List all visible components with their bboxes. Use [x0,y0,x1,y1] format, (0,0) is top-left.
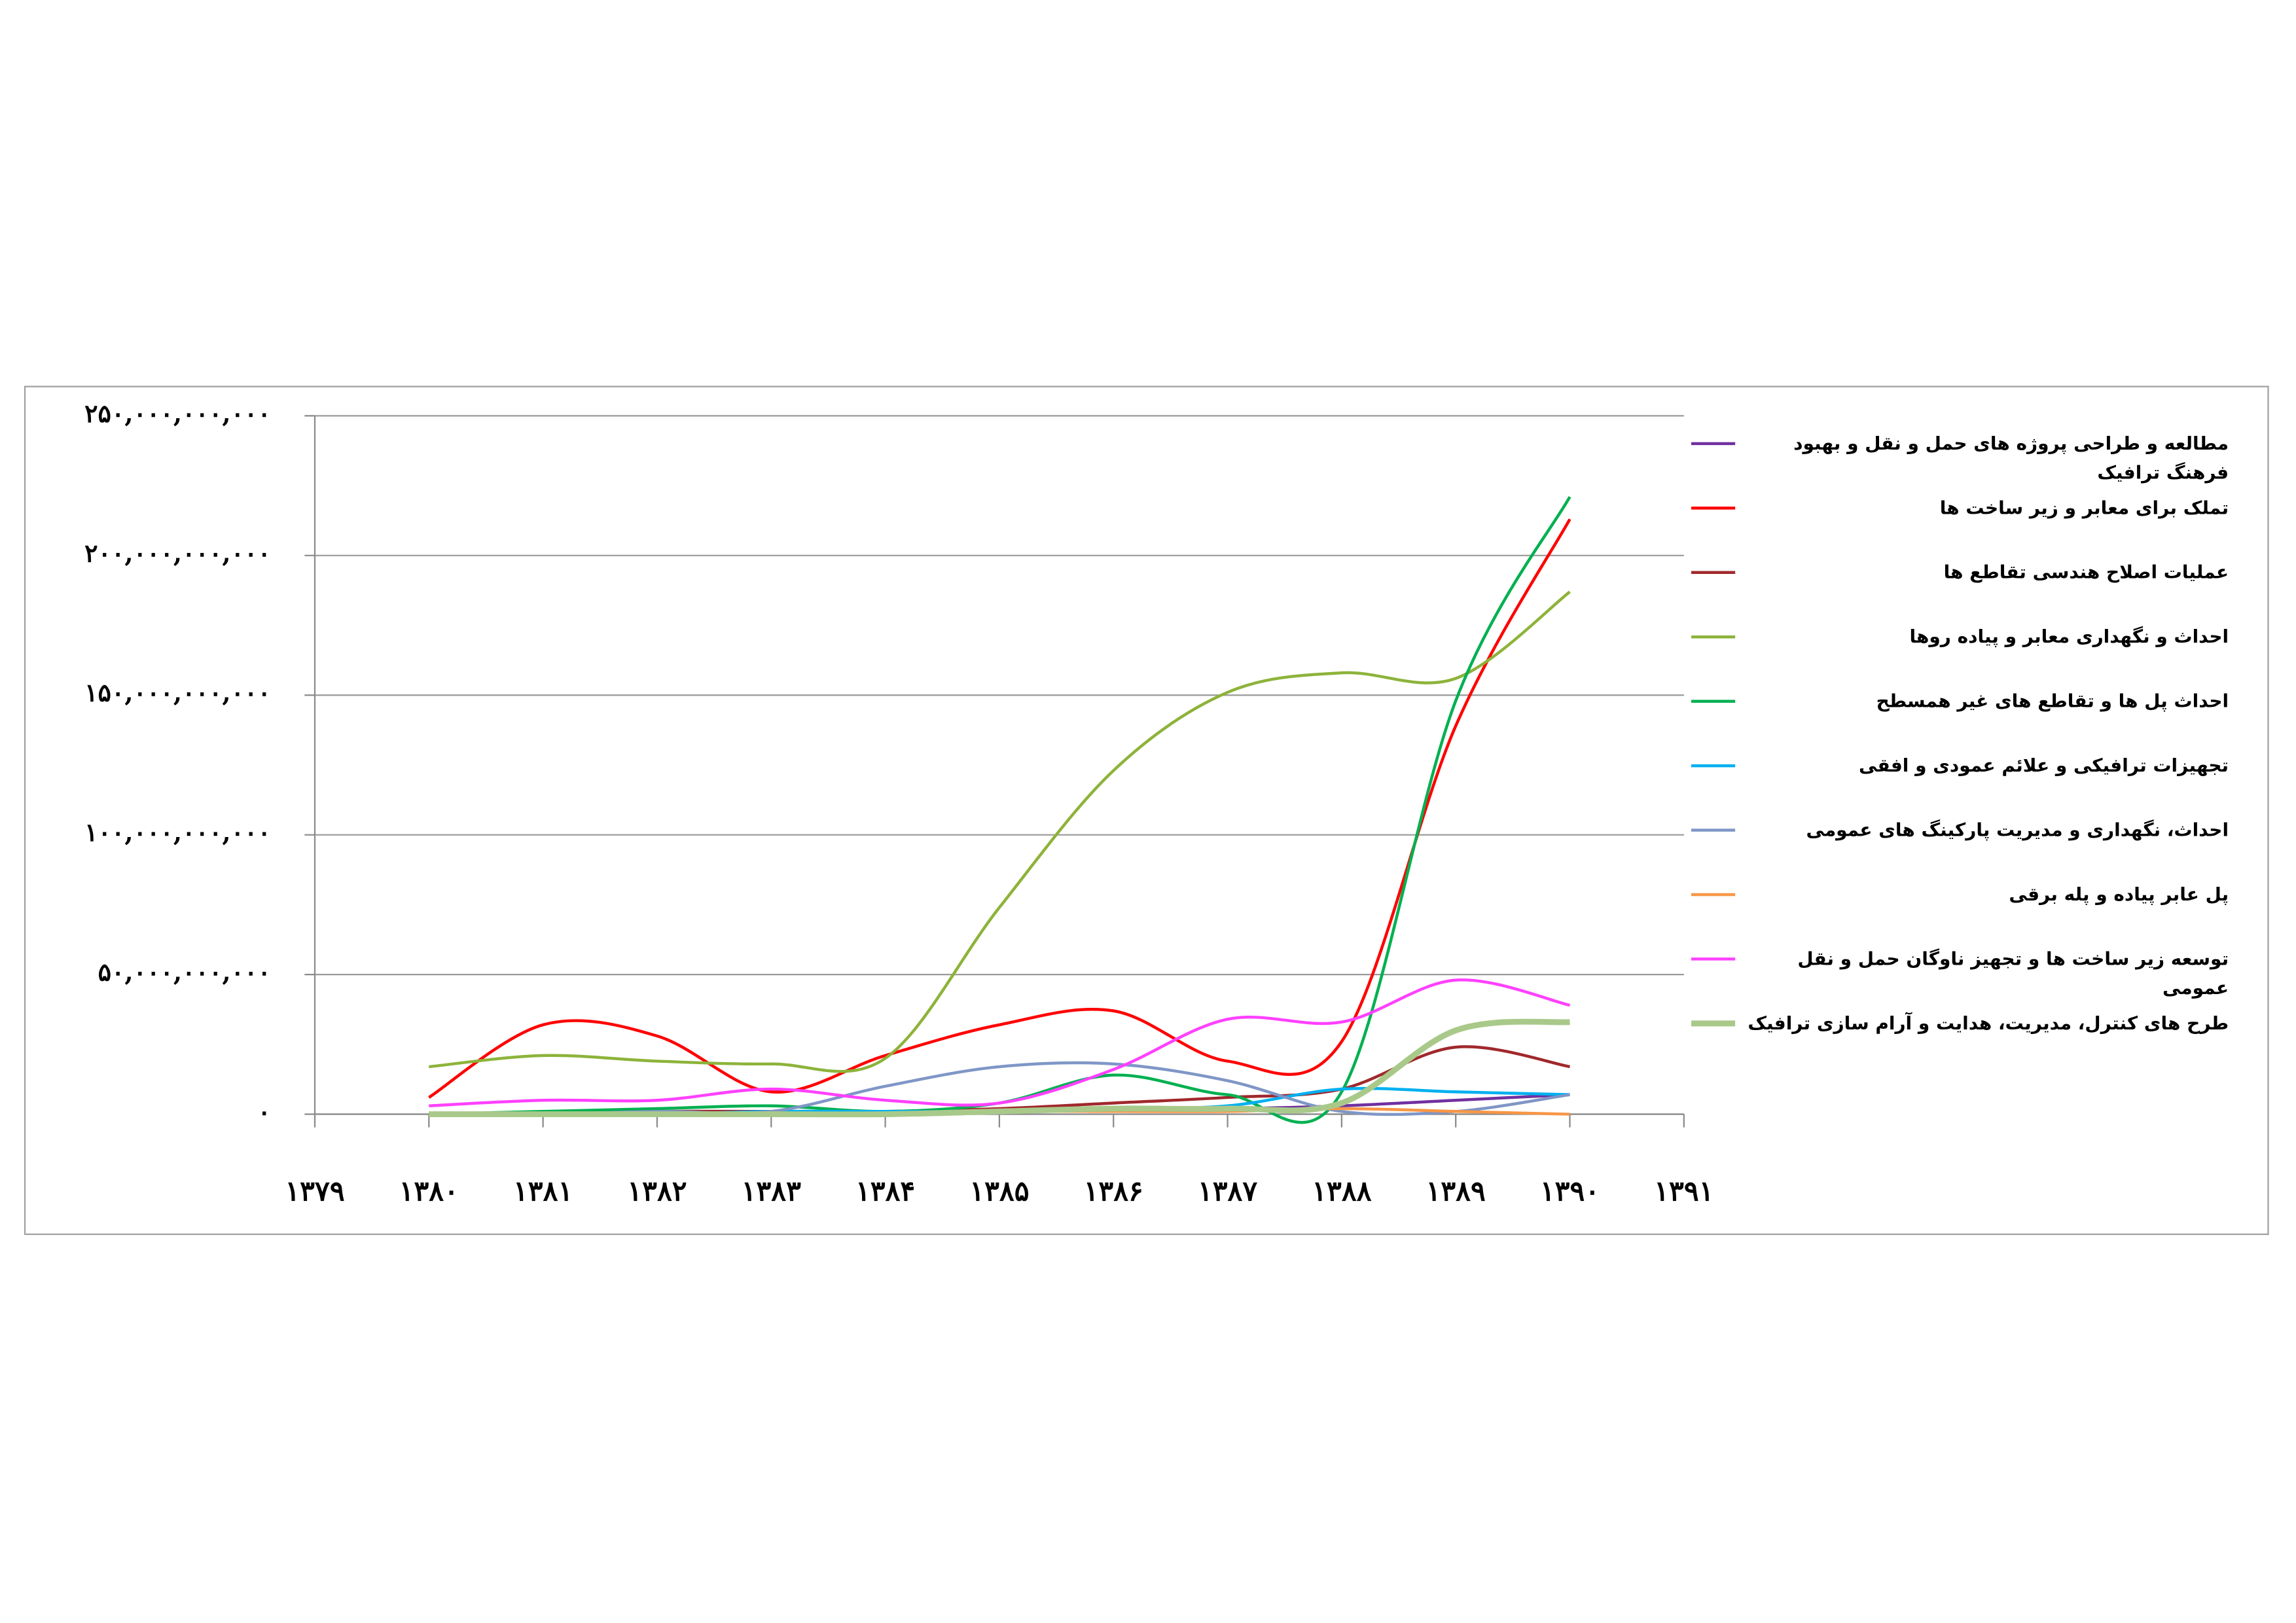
plot [428,496,1571,1124]
series-line [429,590,1571,1073]
legend-label: مطالعه و طراحی پروژه های حمل و نقل و بهب… [1793,431,2229,484]
grid: ۰ ۵۰,۰۰۰,۰۰۰,۰۰۰ ۱۰۰,۰۰۰,۰۰۰,۰۰۰ ۱۵۰,۰۰۰,۰۰… [84,399,1713,1207]
x-tick-label: ۱۳۸۶ [1084,1175,1143,1207]
legend-label: طرح های کنترل، مدیریت، هدایت و آرام سازی… [1748,1011,2229,1034]
legend-label: عملیات اصلاح هندسی تقاطع ها [1943,560,2229,583]
y-tick-label: ۵۰,۰۰۰,۰۰۰,۰۰۰ [98,957,271,987]
series-line [429,978,1570,1107]
legend-item: مطالعه و طراحی پروژه های حمل و نقل و بهب… [1793,431,2229,484]
legend-label: تملک برای معابر و زیر ساخت ها [1939,496,2229,518]
x-tick-label: ۱۳۷۹ [285,1175,344,1207]
chart-frame [24,385,2269,1236]
legend-item: تجهیزات ترافیکی و علائم عمودی و افقی [1859,754,2229,776]
x-tick-label: ۱۳۸۱ [513,1175,573,1207]
legend: مطالعه و طراحی پروژه های حمل و نقل و بهب… [1691,431,2229,1034]
y-tick-label: ۰ [257,1097,270,1126]
legend-item: تملک برای معابر و زیر ساخت ها [1939,496,2229,518]
legend-label: احداث پل ها و تقاطع های غیر همسطح [1876,689,2229,712]
legend-item: احداث و نگهداری معابر و پیاده روها [1909,625,2229,647]
legend-item: پل عابر پیاده و پله برقی [2009,883,2229,905]
y-tick-label: ۱۰۰,۰۰۰,۰۰۰,۰۰۰ [84,817,271,847]
y-tick-label: ۱۵۰,۰۰۰,۰۰۰,۰۰۰ [84,678,271,707]
legend-item: طرح های کنترل، مدیریت، هدایت و آرام سازی… [1748,1011,2229,1034]
x-tick-label: ۱۳۸۳ [742,1175,801,1207]
series-line [429,496,1571,1124]
legend-item: احداث، نگهداری و مدیریت پارکینگ های عموم… [1806,818,2229,841]
legend-item: توسعه زیر ساخت ها و تجهیز ناوگان حمل و ن… [1797,947,2229,999]
legend-label: تجهیزات ترافیکی و علائم عمودی و افقی [1859,754,2229,776]
legend-item: عملیات اصلاح هندسی تقاطع ها [1943,560,2229,583]
legend-label: احداث و نگهداری معابر و پیاده روها [1909,625,2229,647]
legend-label: توسعه زیر ساخت ها و تجهیز ناوگان حمل و ن… [1797,947,2229,999]
x-tick-label: ۱۳۸۸ [1312,1175,1371,1207]
x-tick-label: ۱۳۸۲ [627,1175,687,1207]
x-tick-label: ۱۳۸۵ [969,1175,1029,1207]
x-tick-label: ۱۳۸۷ [1198,1175,1257,1207]
x-tick-label: ۱۳۹۰ [1540,1175,1600,1207]
legend-item: احداث پل ها و تقاطع های غیر همسطح [1876,689,2229,712]
x-tick-label: ۱۳۸۴ [855,1175,915,1207]
x-tick-label: ۱۳۸۰ [399,1175,459,1207]
y-tick-label: ۲۰۰,۰۰۰,۰۰۰,۰۰۰ [84,538,271,567]
legend-label: احداث، نگهداری و مدیریت پارکینگ های عموم… [1806,818,2229,841]
series-line [429,1018,1570,1118]
y-tick-label: ۲۵۰,۰۰۰,۰۰۰,۰۰۰ [84,399,271,428]
x-tick-label: ۱۳۹۱ [1654,1175,1713,1207]
x-tick-label: ۱۳۸۹ [1426,1175,1486,1207]
legend-label: پل عابر پیاده و پله برقی [2009,883,2229,905]
